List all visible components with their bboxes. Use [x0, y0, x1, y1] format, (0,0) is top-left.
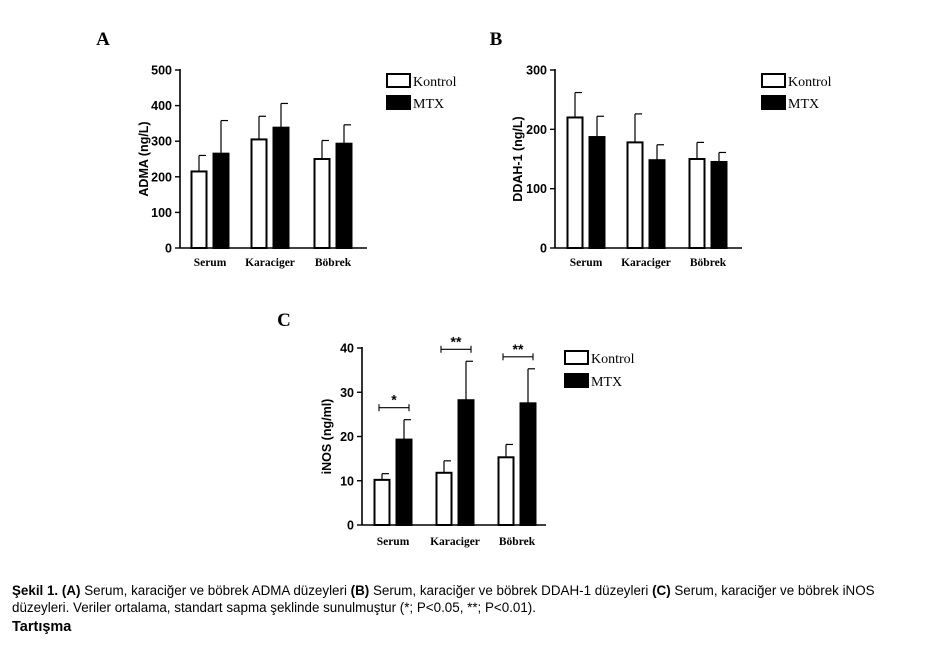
panel-b-y-tick-label: 0	[540, 242, 547, 256]
panel-c-legend-swatch-mtx	[564, 373, 589, 388]
panel-b-y-tick-label: 200	[526, 123, 547, 137]
panel-a-y-axis-title: ADMA (ng/L)	[137, 121, 151, 196]
panel-a-y-tick-label: 500	[151, 64, 172, 78]
panel-a-bar-mtx	[272, 126, 290, 249]
panel-c-bar-mtx	[519, 402, 537, 526]
panel-c-y-tick-label: 40	[340, 342, 354, 356]
panel-b-legend-swatch-mtx	[761, 95, 786, 110]
panel-a-y-tick-label: 200	[151, 170, 172, 184]
panel-a-legend-swatch-mtx	[386, 95, 411, 110]
panel-b-y-tick-label: 300	[526, 64, 547, 78]
panel-b-x-tick-label: Karaciger	[621, 257, 671, 269]
panel-a-bar-mtx	[212, 152, 230, 249]
panel-b-bar-kontrol	[688, 158, 706, 249]
panel-a-x-tick-label: Serum	[194, 257, 227, 269]
panel-a-letter: A	[96, 29, 110, 50]
panel-a-bar-kontrol	[190, 170, 208, 250]
panel-c-legend-label: MTX	[591, 375, 622, 390]
panel-c-sig-marker: *	[391, 392, 397, 408]
caption-tag-b: (B)	[350, 583, 370, 598]
section-title: Tartışma	[12, 619, 72, 635]
panel-c-y-tick-label: 30	[340, 386, 354, 400]
panel-c-x-tick-label: Serum	[377, 536, 410, 548]
panel-c-y-axis-title: iNOS (ng/ml)	[320, 399, 334, 475]
panel-b-x-tick-label: Böbrek	[690, 257, 727, 269]
panel-c-x-tick-label: Karaciger	[430, 536, 480, 548]
panel-a-legend-label: MTX	[413, 97, 444, 112]
panel-c-y-tick-label: 0	[347, 519, 354, 533]
panel-b-bar-mtx	[710, 160, 728, 249]
panel-c-legend-label: Kontrol	[591, 352, 635, 367]
caption-tag-c: (C)	[652, 583, 671, 598]
panel-b-bar-kontrol	[566, 116, 584, 250]
caption-text-c: Serum, karaciğer ve böbrek iNOS düzeyler…	[12, 583, 875, 615]
caption-lead: Şekil 1.	[12, 583, 59, 598]
panel-c-bar-kontrol	[497, 456, 515, 526]
panel-c-bar-kontrol	[435, 471, 453, 527]
panel-a-x-tick-label: Karaciger	[245, 257, 295, 269]
panel-b-bar-kontrol	[626, 141, 644, 250]
panel-c-bar-mtx	[457, 399, 475, 526]
panel-b-legend-swatch-kontrol	[761, 73, 786, 88]
panel-a-y-tick-label: 0	[165, 242, 172, 256]
panel-b-y-axis-title: DDAH-1 (ng/L)	[511, 116, 525, 201]
panel-b-bar-mtx	[648, 159, 666, 249]
panel-a-y-tick-label: 300	[151, 135, 172, 149]
panel-b-x-tick-label: Serum	[570, 257, 603, 269]
panel-b-letter: B	[490, 29, 503, 50]
panel-a-y-tick-label: 100	[151, 206, 172, 220]
figure: A 0 100 200 300 400 500 ADMA (ng/L) Serum Karacig…	[96, 29, 832, 548]
panel-c-legend-swatch-kontrol	[564, 350, 589, 365]
panel-c-sig-marker: **	[513, 341, 524, 357]
caption-tag-a: (A)	[61, 583, 81, 598]
panel-c-bar-kontrol	[373, 478, 391, 526]
panel-a-legend-label: Kontrol	[413, 75, 457, 90]
panel-b-bar-mtx	[588, 136, 606, 249]
panel-c-y-tick-label: 10	[340, 474, 354, 488]
panel-a-bar-mtx	[335, 142, 353, 249]
panel-c-sig-marker: **	[451, 333, 462, 349]
panel-a-bar-kontrol	[250, 138, 268, 249]
panel-a-x-tick-label: Böbrek	[315, 257, 352, 269]
panel-c-bar-mtx	[395, 438, 413, 526]
panel-a-y-tick-label: 400	[151, 99, 172, 113]
panel-b-legend-label: MTX	[788, 97, 819, 112]
caption-text-b: Serum, karaciğer ve böbrek DDAH-1 düzeyl…	[369, 583, 653, 598]
caption-text-a: Serum, karaciğer ve böbrek ADMA düzeyler…	[80, 583, 351, 598]
panel-c-letter: C	[277, 310, 291, 331]
panel-c-x-tick-label: Böbrek	[499, 536, 536, 548]
panel-a-legend-swatch-kontrol	[386, 73, 411, 88]
panel-b-y-tick-label: 100	[526, 182, 547, 196]
panel-c-y-tick-label: 20	[340, 430, 354, 444]
panel-b-legend-label: Kontrol	[788, 75, 832, 90]
figure-caption: Şekil 1. (A) Serum, karaciğer ve böbrek …	[12, 582, 924, 616]
panel-a-bar-kontrol	[313, 158, 331, 249]
